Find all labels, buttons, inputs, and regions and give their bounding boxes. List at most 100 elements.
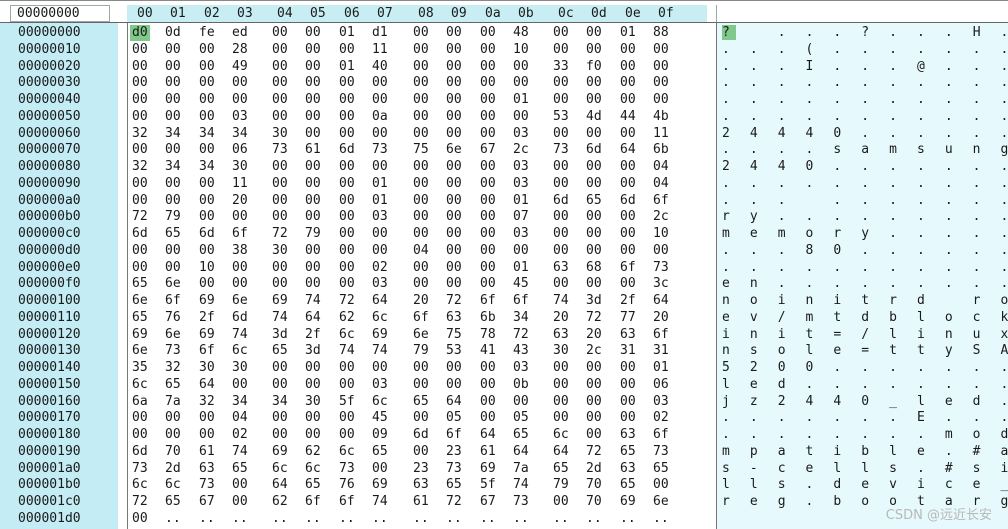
hex-byte[interactable]: 00 [446, 226, 462, 241]
hex-byte[interactable]: 02 [653, 410, 669, 426]
hex-byte[interactable]: 32 [199, 393, 215, 409]
hex-byte[interactable]: 72 [132, 209, 148, 225]
hex-byte[interactable]: 6e [132, 343, 148, 359]
hex-byte[interactable]: 06 [653, 376, 669, 392]
hex-byte[interactable]: 06 [232, 142, 248, 158]
hex-byte[interactable]: 30 [272, 125, 288, 141]
hex-byte[interactable]: 30 [232, 159, 248, 174]
hex-byte[interactable]: 73 [132, 460, 148, 476]
hex-byte[interactable]: 00 [132, 142, 148, 158]
hex-byte[interactable]: 00 [305, 25, 321, 40]
hex-byte[interactable]: 63 [413, 477, 429, 493]
hex-byte[interactable]: 00 [586, 276, 602, 292]
hex-byte[interactable]: 2f [620, 293, 636, 308]
hex-byte[interactable]: 69 [272, 443, 288, 459]
hex-byte[interactable]: 00 [165, 142, 181, 158]
hex-byte[interactable]: 00 [339, 92, 355, 107]
hex-byte[interactable]: 6d [339, 142, 355, 158]
hex-byte[interactable]: 62 [339, 309, 355, 325]
hex-byte[interactable]: 02 [232, 427, 248, 442]
hex-byte[interactable]: 41 [480, 343, 496, 359]
ascii-text[interactable]: 5 2 0 0 . . . . . . . . . . . . [722, 360, 1008, 375]
hex-byte[interactable]: 7a [165, 393, 181, 409]
hex-byte[interactable]: 00 [305, 360, 321, 375]
hex-byte[interactable]: 00 [372, 75, 388, 91]
hex-byte[interactable]: 35 [132, 360, 148, 375]
hex-byte[interactable]: 00 [372, 360, 388, 375]
hex-byte[interactable]: 65 [413, 393, 429, 409]
hex-byte[interactable]: 03 [513, 360, 529, 375]
hex-byte[interactable]: 01 [513, 92, 529, 107]
hex-byte[interactable]: 00 [480, 242, 496, 258]
hex-byte[interactable]: 65 [165, 494, 181, 509]
hex-byte[interactable]: 63 [620, 460, 636, 476]
hex-byte[interactable]: 00 [480, 393, 496, 409]
hex-byte[interactable]: 00 [339, 276, 355, 292]
hex-byte[interactable]: 61 [480, 443, 496, 459]
hex-byte[interactable]: 00 [446, 360, 462, 375]
hex-byte[interactable]: 00 [165, 242, 181, 258]
hex-byte[interactable]: 00 [553, 159, 569, 174]
hex-byte[interactable]: 69 [132, 326, 148, 342]
hex-byte[interactable]: 6f [339, 494, 355, 509]
hex-byte[interactable]: 0b [513, 376, 529, 392]
hex-byte[interactable]: 00 [620, 226, 636, 241]
hex-byte[interactable]: 6f [513, 293, 529, 308]
hex-byte[interactable]: 00 [620, 393, 636, 409]
hex-byte[interactable]: 00 [165, 41, 181, 57]
hex-byte[interactable]: 63 [553, 259, 569, 275]
hex-byte[interactable]: 00 [620, 75, 636, 91]
hex-byte[interactable]: 05 [513, 410, 529, 426]
ascii-text[interactable]: 2 4 4 4 0 . . . . . . . . . . . [722, 125, 1008, 141]
hex-byte[interactable]: 4b [653, 108, 669, 124]
hex-byte[interactable]: 00 [272, 259, 288, 275]
hex-byte[interactable]: 00 [339, 410, 355, 426]
hex-byte[interactable]: 79 [165, 209, 181, 225]
ascii-text[interactable]: . . . . . . . . . . . . S M D K [722, 108, 1008, 124]
hex-byte[interactable]: 00 [372, 92, 388, 107]
hex-byte[interactable]: 00 [480, 75, 496, 91]
hex-byte[interactable]: 00 [305, 159, 321, 174]
hex-byte[interactable]: 01 [339, 25, 355, 40]
ascii-text[interactable]: e v / m t d b l o c k 4 r w [722, 309, 1008, 325]
hex-byte[interactable]: .. [272, 510, 288, 526]
hex-byte[interactable]: 03 [372, 376, 388, 392]
hex-byte[interactable]: 00 [232, 209, 248, 225]
hex-byte[interactable]: 00 [272, 192, 288, 208]
hex-byte[interactable]: 48 [513, 25, 529, 40]
hex-byte[interactable]: 20 [653, 309, 669, 325]
hex-byte[interactable]: 00 [446, 41, 462, 57]
hex-byte[interactable]: 74 [372, 343, 388, 359]
hex-byte[interactable]: 00 [446, 376, 462, 392]
hex-byte[interactable]: 00 [199, 41, 215, 57]
hex-byte[interactable]: 00 [446, 125, 462, 141]
hex-byte[interactable]: 68 [586, 259, 602, 275]
ascii-text[interactable]: . . . . . . . . . . . . . . . . [722, 175, 1008, 191]
hex-byte[interactable]: 10 [513, 41, 529, 57]
hex-byte[interactable]: 65 [446, 477, 462, 493]
hex-byte[interactable]: 49 [232, 58, 248, 74]
hex-byte[interactable]: 00 [446, 259, 462, 275]
hex-byte[interactable]: 69 [480, 460, 496, 476]
hex-byte[interactable]: 00 [305, 410, 321, 426]
hex-byte[interactable]: 00 [553, 125, 569, 141]
hex-byte[interactable]: 73 [653, 259, 669, 275]
hex-byte[interactable]: 00 [272, 376, 288, 392]
hex-byte[interactable]: 00 [199, 108, 215, 124]
hex-byte[interactable]: 00 [413, 376, 429, 392]
ascii-text[interactable]: . . . . . . . . m o d e l . c o [722, 427, 1008, 442]
hex-byte[interactable]: 00 [653, 41, 669, 57]
hex-byte[interactable]: 74 [305, 293, 321, 308]
hex-byte[interactable]: 03 [513, 226, 529, 241]
hex-byte[interactable]: 6d [553, 192, 569, 208]
hex-byte[interactable]: 72 [513, 326, 529, 342]
hex-byte[interactable]: 00 [272, 41, 288, 57]
hex-byte[interactable]: 00 [413, 25, 429, 40]
hex-byte[interactable]: 64 [513, 443, 529, 459]
hex-byte[interactable]: 00 [305, 276, 321, 292]
hex-byte[interactable]: 00 [305, 376, 321, 392]
ascii-text[interactable]: . . . . . . . . . . . . . . . . [722, 75, 1008, 91]
hex-byte[interactable]: 00 [513, 75, 529, 91]
hex-byte[interactable]: 00 [553, 360, 569, 375]
hex-byte[interactable]: 69 [199, 293, 215, 308]
